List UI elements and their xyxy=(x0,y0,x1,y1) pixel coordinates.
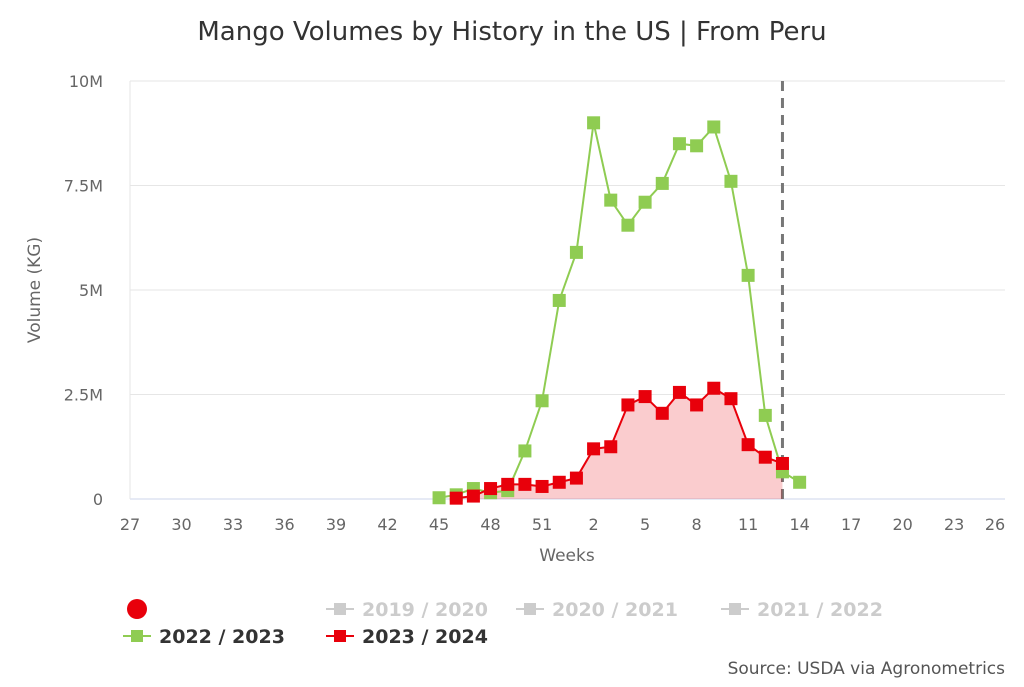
data-point xyxy=(587,116,601,130)
data-point xyxy=(466,489,480,503)
data-point xyxy=(741,438,755,452)
data-point xyxy=(604,440,618,454)
data-point xyxy=(775,456,789,470)
legend-item[interactable]: 2023 / 2024 xyxy=(326,626,488,648)
data-point xyxy=(449,491,463,505)
data-point xyxy=(518,477,532,491)
x-tick-label: 45 xyxy=(429,515,449,534)
data-point xyxy=(655,176,669,190)
series-area xyxy=(456,388,783,499)
data-point xyxy=(604,193,618,207)
y-tick-label: 0 xyxy=(93,490,103,509)
legend-label: 2023 / 2024 xyxy=(362,626,488,648)
legend-marker-icon xyxy=(729,603,741,615)
x-tick-label: 33 xyxy=(223,515,243,534)
data-point xyxy=(741,268,755,282)
legend-label: 2022 / 2023 xyxy=(159,626,285,648)
x-tick-label: 51 xyxy=(532,515,552,534)
x-tick-label: 8 xyxy=(692,515,702,534)
x-tick-label: 42 xyxy=(377,515,397,534)
data-point xyxy=(621,398,635,412)
legend-label: 2021 / 2022 xyxy=(757,599,883,621)
data-point xyxy=(552,475,566,489)
data-point xyxy=(638,195,652,209)
x-tick-label: 27 xyxy=(120,515,140,534)
x-tick-label: 14 xyxy=(789,515,809,534)
legend-item[interactable]: 2022 / 2023 xyxy=(123,626,285,648)
x-tick-label: 39 xyxy=(326,515,346,534)
legend-item[interactable]: 2021 / 2022 xyxy=(721,599,883,621)
data-point xyxy=(758,450,772,464)
data-point xyxy=(707,381,721,395)
legend-item[interactable]: 2020 / 2021 xyxy=(516,599,678,621)
chart-title: Mango Volumes by History in the US | Fro… xyxy=(197,17,826,47)
x-tick-label: 17 xyxy=(841,515,861,534)
x-tick-label: 48 xyxy=(480,515,500,534)
legend-marker-icon xyxy=(334,603,346,615)
legend-item[interactable]: 2019 / 2020 xyxy=(326,599,488,621)
x-tick-label: 23 xyxy=(944,515,964,534)
series-line xyxy=(438,122,801,499)
legend-label: 2020 / 2021 xyxy=(552,599,678,621)
data-point xyxy=(690,139,704,153)
data-point xyxy=(535,394,549,408)
y-axis: 0 2.5M 5M 7.5M 10M xyxy=(64,72,103,509)
data-point xyxy=(432,491,446,505)
data-point xyxy=(587,442,601,456)
y-axis-label: Volume (KG) xyxy=(25,237,45,343)
data-point xyxy=(724,174,738,188)
data-point xyxy=(621,218,635,232)
data-point xyxy=(484,482,498,496)
data-point xyxy=(672,385,686,399)
data-point xyxy=(552,293,566,307)
data-point xyxy=(569,471,583,485)
data-point xyxy=(758,408,772,422)
legend-marker-icon xyxy=(524,603,536,615)
y-tick-label: 5M xyxy=(79,281,103,300)
x-tick-label: 5 xyxy=(640,515,650,534)
data-point xyxy=(655,406,669,420)
data-point xyxy=(690,398,704,412)
x-tick-label: 26 xyxy=(985,515,1005,534)
x-tick-label: 20 xyxy=(892,515,912,534)
legend-item[interactable] xyxy=(127,599,147,619)
x-tick-label: 2 xyxy=(588,515,598,534)
legend-marker-icon xyxy=(131,630,143,642)
x-tick-label: 36 xyxy=(274,515,294,534)
series-layer xyxy=(432,116,807,505)
x-axis-label: Weeks xyxy=(539,546,595,566)
data-point xyxy=(793,475,807,489)
data-point xyxy=(672,137,686,151)
legend: 2019 / 2020 2020 / 2021 2021 / 2022 2022 / … xyxy=(123,599,883,648)
legend-marker-icon xyxy=(334,630,346,642)
x-tick-label: 30 xyxy=(171,515,191,534)
y-tick-label: 10M xyxy=(69,72,103,91)
data-point xyxy=(707,120,721,134)
y-tick-label: 2.5M xyxy=(64,386,103,405)
data-point xyxy=(501,477,515,491)
legend-label: 2019 / 2020 xyxy=(362,599,488,621)
y-tick-label: 7.5M xyxy=(64,177,103,196)
legend-circle-icon xyxy=(127,599,147,619)
data-point xyxy=(518,444,532,458)
data-point xyxy=(724,392,738,406)
x-tick-label: 11 xyxy=(738,515,758,534)
x-axis: 27 30 33 36 39 42 45 48 51 2 5 8 11 14 17 20 23 26 xyxy=(120,515,1005,534)
data-point xyxy=(638,390,652,404)
grid xyxy=(129,80,1005,500)
source-note: Source: USDA via Agronometrics xyxy=(728,659,1006,679)
data-point xyxy=(535,479,549,493)
data-point xyxy=(569,245,583,259)
